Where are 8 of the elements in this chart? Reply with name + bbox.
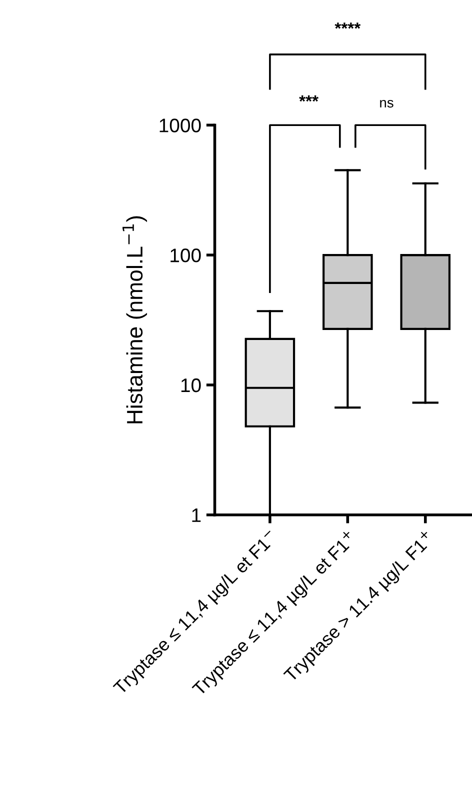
text: ****	[334, 22, 361, 29]
y-axis-title: Histamine (nmol.L$^{−1}$)	[122, 216, 147, 424]
text: ns	[380, 100, 394, 108]
y-tick-label: 100	[170, 248, 201, 262]
text: ***	[299, 95, 319, 102]
y-tick-label: 1000	[160, 118, 201, 132]
y-tick-label: 10	[181, 378, 201, 392]
y-tick-label: 1	[192, 508, 201, 522]
